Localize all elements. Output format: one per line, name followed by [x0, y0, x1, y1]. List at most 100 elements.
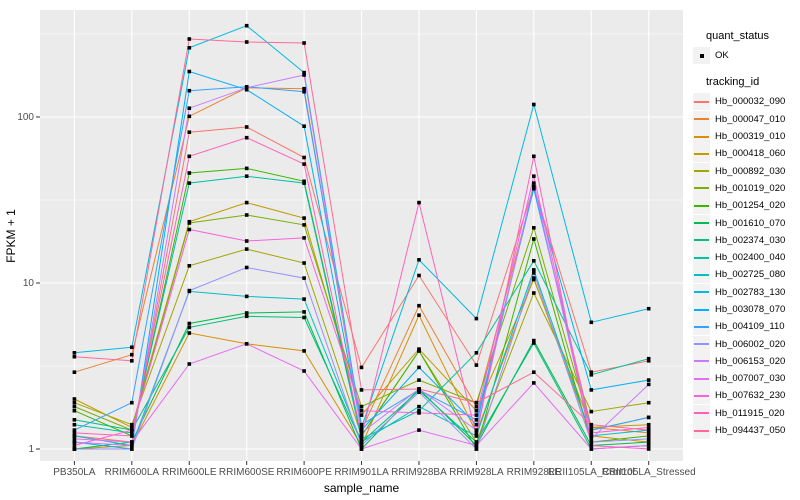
data-point [187, 114, 192, 119]
y-tick-label: 10 [22, 278, 34, 289]
legend-item-label: Hb_001610_070 [715, 217, 786, 229]
data-point [589, 425, 594, 430]
data-point [532, 277, 536, 282]
legend-key-box [693, 162, 710, 180]
data-point [130, 440, 134, 444]
data-point [589, 440, 594, 444]
legend-key-box [693, 145, 710, 163]
data-point [130, 422, 134, 427]
line-swatch-icon [694, 187, 709, 190]
line-swatch-icon [694, 360, 709, 363]
data-point [474, 351, 479, 355]
line-swatch-icon [694, 118, 709, 121]
data-point [244, 294, 249, 299]
data-point [646, 415, 651, 420]
legend-item-Hb_006153_020: Hb_006153_020 [693, 352, 799, 370]
data-point [359, 413, 364, 417]
data-point [302, 86, 306, 91]
data-point [359, 422, 364, 427]
legend-key-box [693, 422, 710, 440]
data-point [589, 320, 594, 325]
legend-item-label: Hb_000319_010 [715, 131, 786, 143]
data-point [359, 425, 364, 430]
data-point [359, 440, 364, 444]
data-point [646, 306, 651, 311]
line-swatch-icon [694, 325, 709, 328]
x-axis-title: sample_name [323, 481, 400, 495]
data-point [72, 434, 77, 438]
x-tick-label: RRIM600LA [104, 467, 160, 478]
legend-key-box [693, 128, 710, 146]
legend-key-box [693, 47, 710, 65]
data-point [589, 373, 594, 377]
data-point [589, 428, 594, 432]
legend-item-label: Hb_000418_060 [715, 148, 786, 160]
data-point [72, 428, 77, 432]
data-point [589, 409, 594, 414]
data-point [187, 288, 192, 293]
data-point [474, 431, 479, 435]
data-point [244, 166, 249, 171]
data-point [302, 89, 306, 94]
legend-item-label: Hb_094437_050 [715, 425, 786, 437]
data-point [646, 440, 651, 444]
data-point [302, 236, 306, 240]
line-swatch-icon [694, 377, 709, 380]
data-point [72, 400, 77, 405]
data-point [244, 314, 249, 319]
point-icon [699, 53, 704, 58]
legend-title-quant-status: quant_status [706, 30, 769, 42]
x-tick-label: RRII105LA_Stressed [601, 467, 696, 478]
data-point [187, 37, 192, 41]
data-point [646, 443, 651, 448]
data-point [72, 354, 77, 359]
data-point [244, 213, 249, 217]
line-swatch-icon [694, 394, 709, 397]
data-point [474, 434, 479, 438]
data-point [474, 404, 479, 409]
data-point [244, 135, 249, 140]
data-point [72, 447, 77, 451]
data-point [244, 265, 249, 270]
legend: quant_status OK tracking_id Hb_000032_09… [693, 30, 799, 440]
legend-key-box [693, 266, 710, 284]
line-swatch-icon [694, 429, 709, 432]
data-point [244, 247, 249, 251]
data-point [474, 316, 479, 321]
legend-key-box [693, 301, 710, 318]
data-point [646, 400, 651, 405]
data-point [130, 400, 134, 405]
line-swatch-icon [694, 204, 709, 207]
data-point [187, 88, 192, 93]
data-point [244, 239, 249, 243]
data-point [474, 443, 479, 448]
data-point [302, 297, 306, 301]
data-point [589, 422, 594, 427]
data-point [532, 291, 536, 295]
line-swatch-icon [694, 308, 709, 311]
x-tick-label: RRIM928LE [506, 467, 562, 478]
legend-item-Hb_000032_090: Hb_000032_090 [693, 93, 799, 111]
data-point [72, 370, 77, 374]
data-point [244, 86, 249, 90]
data-point [130, 428, 134, 432]
legend-item-label: Hb_007007_030 [715, 373, 786, 385]
data-point [417, 200, 421, 205]
x-tick-label: RRIM928BA [391, 467, 447, 478]
data-point [532, 259, 536, 263]
legend-title-tracking-id: tracking_id [706, 76, 760, 89]
data-point [532, 237, 536, 241]
data-point [302, 369, 306, 373]
data-point [359, 365, 364, 370]
legend-item-label: Hb_006002_020 [715, 338, 786, 350]
data-point [187, 325, 192, 330]
data-point [646, 434, 651, 438]
data-point [72, 404, 77, 409]
x-tick-label: RRIM901LA [334, 467, 389, 478]
data-point [646, 431, 651, 435]
data-point [532, 185, 536, 189]
legend-key-box [693, 93, 710, 111]
data-point [244, 125, 249, 129]
data-point [244, 23, 249, 28]
data-point [589, 388, 594, 392]
